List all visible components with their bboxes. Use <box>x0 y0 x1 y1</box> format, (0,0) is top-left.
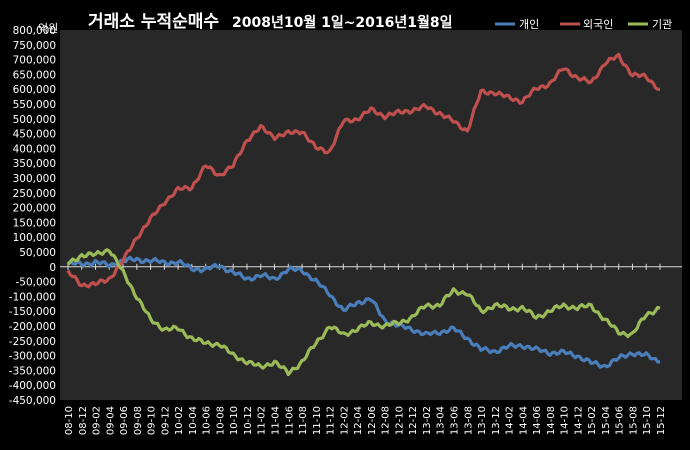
plot-area <box>60 30 682 400</box>
x-tick-label: 13-12 <box>491 406 502 435</box>
x-tick-label: 15-04 <box>601 406 612 435</box>
x-tick-label: 08-10 <box>64 406 75 435</box>
x-tick-label: 14-08 <box>546 406 557 435</box>
x-tick-label: 08-12 <box>78 406 89 435</box>
y-tick-label: -150,000 <box>9 306 56 318</box>
y-tick-label: -200,000 <box>9 321 56 333</box>
legend-label-개인: 개인 <box>519 18 539 31</box>
y-tick-label: 450,000 <box>13 129 56 141</box>
x-tick-label: 14-06 <box>532 406 543 435</box>
series-line-외국인 <box>66 52 661 289</box>
x-tick-label: 09-08 <box>133 406 144 435</box>
chart-title: 거래소 누적순매수 <box>88 12 219 32</box>
y-tick-label: -250,000 <box>9 336 56 348</box>
y-tick-label: -300,000 <box>9 351 56 363</box>
x-tick-label: 14-04 <box>518 406 529 435</box>
x-tick-label: 11-04 <box>271 406 282 435</box>
x-tick-label: 09-06 <box>119 406 130 435</box>
x-tick-label: 12-06 <box>367 406 378 435</box>
series-line-개인 <box>66 255 661 369</box>
x-tick-label: 09-12 <box>160 406 171 435</box>
x-tick-label: 10-08 <box>215 406 226 435</box>
x-tick-label: 13-10 <box>477 406 488 435</box>
x-tick-label: 14-02 <box>505 406 516 435</box>
x-tick-label: 10-02 <box>174 406 185 435</box>
x-tick-label: 13-02 <box>422 406 433 435</box>
x-tick-label: 12-04 <box>353 406 364 435</box>
x-axis: 08-10 08-12 09-02 09-04 09-06 09-08 09-10 09-12… <box>64 263 667 435</box>
series-group <box>66 52 661 377</box>
y-tick-label: 600,000 <box>13 84 56 96</box>
x-tick-label: 09-04 <box>105 406 116 435</box>
x-tick-label: 13-04 <box>436 406 447 435</box>
x-tick-label: 15-08 <box>628 406 639 435</box>
x-tick-label: 11-12 <box>326 406 337 435</box>
y-tick-label: 50,000 <box>19 247 56 259</box>
y-tick-label: 750,000 <box>13 40 56 52</box>
x-tick-label: 12-12 <box>408 406 419 435</box>
x-tick-label: 15-02 <box>587 406 598 435</box>
x-tick-label: 11-06 <box>284 406 295 435</box>
chart-subtitle: 2008년10월 1일~2016년1월8일 <box>232 14 453 31</box>
y-tick-label: 650,000 <box>13 69 56 81</box>
y-tick-label: 0 <box>49 262 56 274</box>
y-tick-label: 250,000 <box>13 188 56 200</box>
legend: 개인 외국인 기관 <box>495 18 672 31</box>
x-tick-label: 11-10 <box>312 406 323 435</box>
x-tick-label: 14-10 <box>560 406 571 435</box>
y-tick-label: -100,000 <box>9 291 56 303</box>
x-tick-label: 14-12 <box>573 406 584 435</box>
x-tick-label: 11-08 <box>298 406 309 435</box>
y-unit-label: 억원 <box>38 22 58 35</box>
y-tick-label: 200,000 <box>13 203 56 215</box>
x-tick-label: 12-02 <box>339 406 350 435</box>
y-tick-label: 400,000 <box>13 143 56 155</box>
x-tick-label: 15-06 <box>615 406 626 435</box>
x-tick-label: 13-08 <box>463 406 474 435</box>
legend-label-기관: 기관 <box>652 18 672 31</box>
y-tick-label: 700,000 <box>13 55 56 67</box>
x-tick-label: 12-10 <box>394 406 405 435</box>
x-tick-label: 15-10 <box>642 406 653 435</box>
series-line-기관 <box>66 248 661 377</box>
x-tick-label: 13-06 <box>449 406 460 435</box>
x-tick-label: 15-12 <box>656 406 667 435</box>
y-tick-label: 350,000 <box>13 158 56 170</box>
y-tick-label: 800,000 <box>13 25 56 37</box>
x-tick-label: 10-10 <box>229 406 240 435</box>
y-tick-label: -50,000 <box>15 277 56 289</box>
legend-label-외국인: 외국인 <box>583 18 613 31</box>
x-tick-label: 09-02 <box>92 406 103 435</box>
x-tick-label: 12-08 <box>381 406 392 435</box>
y-tick-label: 150,000 <box>13 217 56 229</box>
y-tick-label: -400,000 <box>9 380 56 392</box>
y-tick-label: -450,000 <box>9 395 56 407</box>
y-tick-label: 100,000 <box>13 232 56 244</box>
y-axis: 800,000 750,000 700,000 650,000 600,000 550,0… <box>9 25 682 407</box>
x-tick-label: 09-10 <box>147 406 158 435</box>
x-tick-label: 10-04 <box>188 406 199 435</box>
y-tick-label: 550,000 <box>13 99 56 111</box>
y-tick-label: -350,000 <box>9 365 56 377</box>
x-tick-label: 10-12 <box>243 406 254 435</box>
x-tick-label: 10-06 <box>202 406 213 435</box>
y-tick-label: 300,000 <box>13 173 56 185</box>
y-tick-label: 500,000 <box>13 114 56 126</box>
x-tick-label: 11-02 <box>257 406 268 435</box>
